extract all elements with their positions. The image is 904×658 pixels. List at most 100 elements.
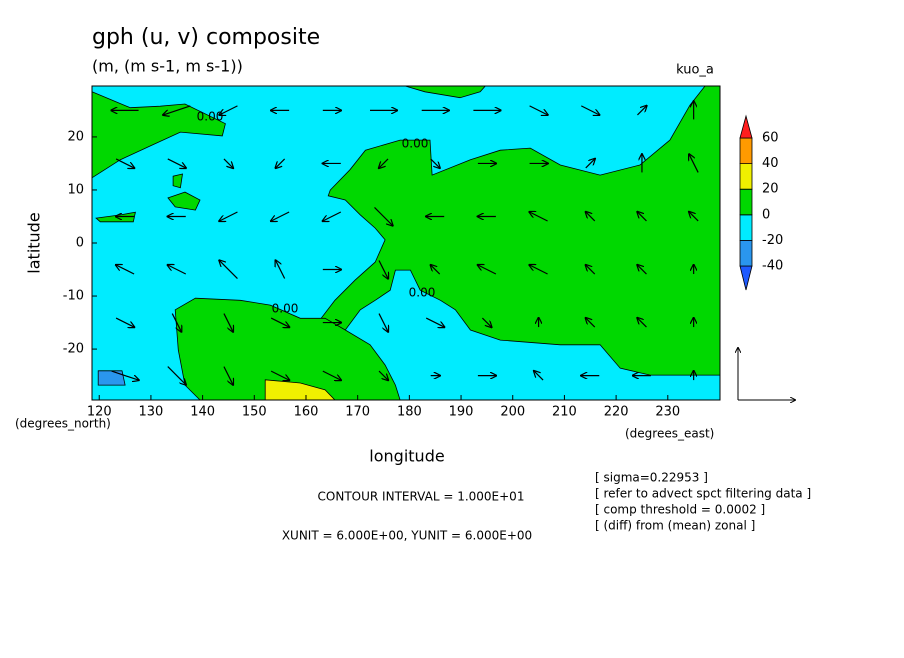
wind-vector [586,318,596,328]
wind-vector [585,159,595,169]
wind-vector [379,158,389,168]
contour-interval: CONTOUR INTERVAL = 1.000E+01 [318,490,525,504]
wind-vector [689,154,699,173]
y-tick-label: 10 [67,182,84,197]
chart-title: gph (u, v) composite [92,25,320,50]
wind-vector [219,105,238,115]
x-tick-label: 220 [604,405,629,420]
wind-vector [270,317,289,327]
colorbar-label: 0 [762,207,770,222]
colorbar-segment [739,188,753,216]
wind-vector [223,313,233,332]
wind-vector [163,105,191,115]
wind-vector [322,370,341,380]
x-tick-label: 150 [242,405,267,420]
wind-vector [270,370,289,380]
y-axis-title: latitude [25,212,44,273]
contour-region [264,379,336,401]
contour-label: 0.00 [197,110,224,124]
wind-vector [219,211,238,221]
contour-region [319,85,721,376]
wind-vector [478,265,497,275]
wind-vector [425,317,444,327]
colorbar-segment [739,163,753,190]
x-tick-label: 230 [655,405,680,420]
wind-vector [637,265,647,275]
contour-region [174,297,401,401]
y-units: (degrees_north) [15,417,111,431]
colorbar-segment [739,114,753,139]
wind-vector [637,106,646,116]
contour-region [91,91,226,179]
x-tick-label: 190 [449,405,474,420]
wind-vector [276,158,286,168]
contour-label: 0.00 [402,137,429,151]
x-tick-label: 200 [500,405,525,420]
x-tick-label: 140 [190,405,215,420]
wind-vector [580,105,599,115]
colorbar-segment [739,137,753,165]
x-tick-label: 120 [87,405,112,420]
wind-vector [534,371,544,381]
wind-vector [223,158,233,168]
x-axis-title: longitude [369,447,444,466]
wind-vector [530,212,548,222]
wind-vector [378,370,388,380]
x-tick-label: 210 [552,405,577,420]
wind-vector [637,318,647,328]
note: [ comp threshold = 0.0002 ] [595,503,765,517]
wind-vector [167,366,186,385]
wind-vector [271,211,290,221]
x-units: (degrees_east) [625,427,714,441]
wind-vector [111,370,139,380]
reference-vector [738,348,795,400]
wind-vector [115,317,134,327]
note: [ refer to advect spct filtering data ] [595,487,811,501]
y-tick-label: 0 [76,236,84,251]
y-tick-label: -10 [63,289,84,304]
wind-vector [529,105,548,115]
wind-vector [430,158,440,168]
colorbar-label: 40 [762,156,779,171]
wind-vector [223,366,233,385]
contour-region [172,173,183,189]
colorbar-segment [739,239,753,267]
contour-region [167,191,201,211]
x-tick-label: 160 [294,405,319,420]
contour-label: 0.00 [272,302,299,316]
wind-vector [323,211,342,221]
contour-label: 0.00 [409,286,436,300]
x-tick-label: 130 [139,405,164,420]
chart-subtitle: (m, (m s-1, m s-1)) [92,57,243,76]
wind-vector [374,207,393,225]
x-tick-label: 180 [397,405,422,420]
wind-vector [586,265,596,275]
wind-vector [115,158,134,168]
colorbar-label: -40 [762,259,783,274]
wind-vector [276,261,286,279]
colorbar-segment [739,265,753,291]
contour-region [97,370,126,386]
colorbar-label: -20 [762,233,783,248]
wind-vector [378,260,388,279]
wind-vector [378,313,388,332]
wind-vector [637,212,647,222]
wind-vector [168,265,187,275]
wind-vector [530,265,548,275]
x-tick-label: 170 [345,405,370,420]
wind-vector [116,265,135,275]
wind-vector [586,212,596,222]
vector-units: XUNIT = 6.000E+00, YUNIT = 6.000E+00 [282,529,532,543]
y-tick-label: 20 [67,129,84,144]
note: [ (diff) from (mean) zonal ] [595,519,755,533]
wind-vector [481,317,491,327]
colorbar-label: 60 [762,131,779,146]
colorbar-segment [739,214,753,241]
y-tick-label: -20 [63,342,84,357]
wind-vector [171,313,181,332]
dataset-label: kuo_a [676,63,714,78]
wind-vector [689,212,699,222]
colorbar-label: 20 [762,182,779,197]
